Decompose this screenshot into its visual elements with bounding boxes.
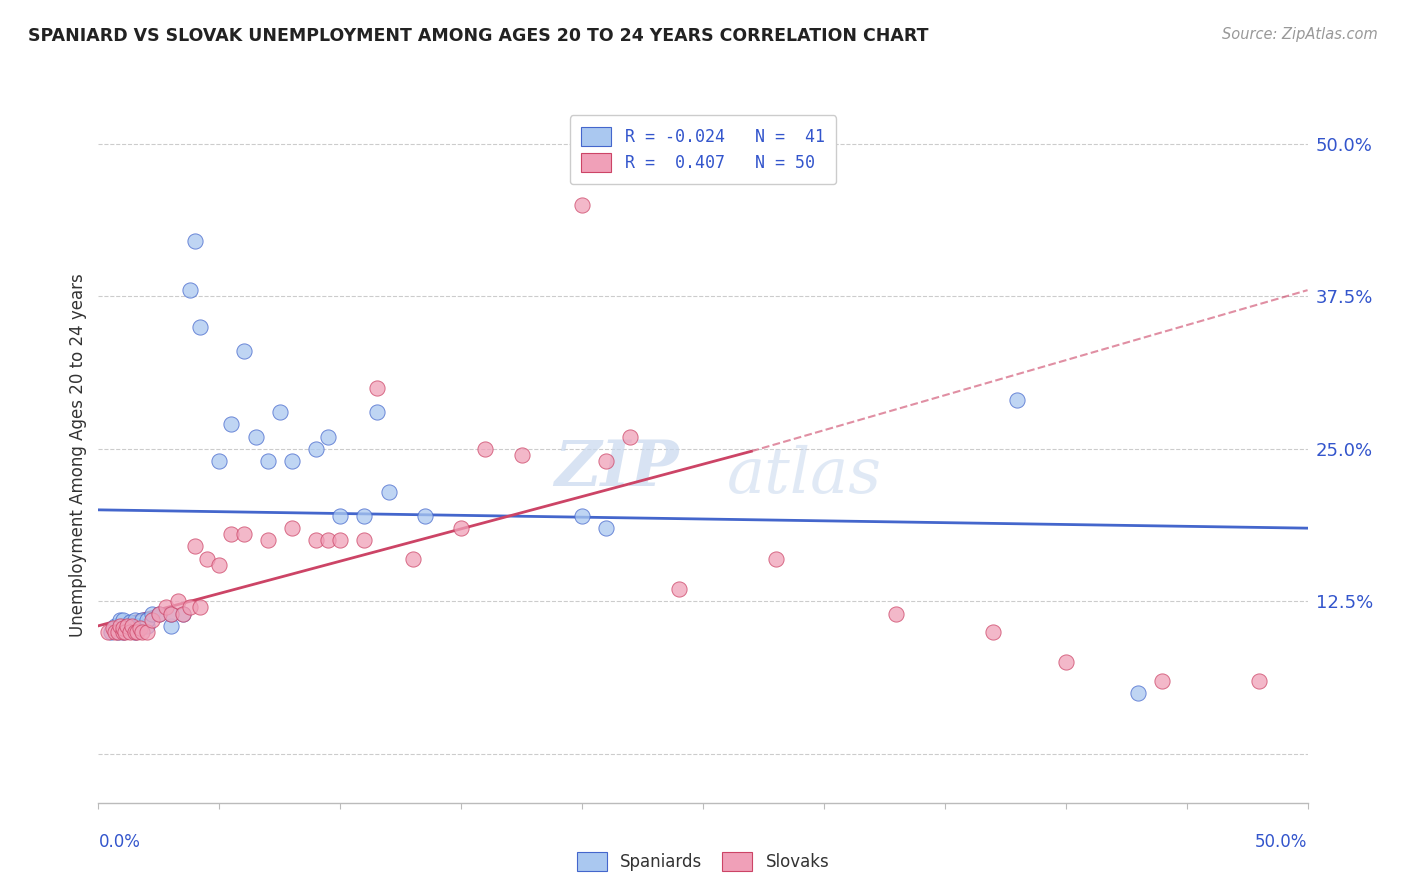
Point: [402, 551, 425, 566]
Point: [269, 405, 291, 419]
Text: ZIP: ZIP: [554, 438, 679, 500]
Point: [148, 607, 170, 621]
Point: [1249, 673, 1271, 688]
Point: [256, 454, 278, 468]
Point: [131, 624, 153, 639]
Point: [101, 621, 124, 635]
Point: [141, 613, 163, 627]
Point: [305, 533, 328, 548]
Point: [413, 508, 436, 523]
Point: [160, 607, 183, 621]
Point: [353, 508, 375, 523]
Point: [111, 624, 134, 639]
Point: [981, 624, 1004, 639]
Point: [111, 621, 134, 635]
Point: [114, 624, 136, 639]
Point: [117, 619, 139, 633]
Point: [128, 621, 150, 635]
Point: [117, 619, 139, 633]
Point: [131, 613, 153, 627]
Point: [121, 619, 143, 633]
Point: [124, 624, 146, 639]
Point: [179, 600, 201, 615]
Point: [571, 197, 593, 211]
Y-axis label: Unemployment Among Ages 20 to 24 years: Unemployment Among Ages 20 to 24 years: [69, 273, 87, 637]
Text: Source: ZipAtlas.com: Source: ZipAtlas.com: [1222, 27, 1378, 42]
Point: [135, 613, 157, 627]
Point: [668, 582, 690, 597]
Legend: Spaniards, Slovaks: Spaniards, Slovaks: [569, 846, 837, 878]
Point: [221, 417, 243, 432]
Point: [329, 533, 352, 548]
Point: [281, 454, 304, 468]
Point: [108, 619, 131, 633]
Point: [619, 429, 641, 443]
Point: [184, 540, 207, 554]
Point: [256, 533, 278, 548]
Point: [510, 448, 533, 462]
Point: [155, 600, 177, 615]
Text: 0.0%: 0.0%: [98, 833, 141, 851]
Point: [135, 624, 157, 639]
Point: [450, 521, 472, 535]
Point: [329, 508, 352, 523]
Point: [377, 484, 399, 499]
Point: [160, 607, 183, 621]
Point: [135, 619, 157, 633]
Point: [188, 319, 211, 334]
Point: [104, 624, 127, 639]
Point: [1007, 392, 1029, 407]
Point: [141, 607, 163, 621]
Point: [148, 607, 170, 621]
Point: [208, 558, 231, 572]
Point: [160, 619, 183, 633]
Point: [188, 600, 211, 615]
Point: [124, 624, 146, 639]
Point: [111, 624, 134, 639]
Point: [127, 624, 149, 639]
Point: [316, 429, 339, 443]
Point: [595, 521, 617, 535]
Point: [1152, 673, 1174, 688]
Point: [366, 381, 388, 395]
Text: 50.0%: 50.0%: [1256, 833, 1308, 851]
Point: [108, 613, 131, 627]
Point: [124, 613, 146, 627]
Point: [118, 615, 141, 629]
Point: [100, 624, 122, 639]
Point: [118, 624, 141, 639]
Point: [121, 621, 143, 635]
Point: [232, 527, 254, 541]
Point: [208, 454, 231, 468]
Point: [104, 619, 127, 633]
Point: [167, 594, 190, 608]
Point: [172, 607, 194, 621]
Point: [886, 607, 908, 621]
Point: [281, 521, 304, 535]
Point: [1128, 686, 1150, 700]
Point: [232, 344, 254, 359]
Point: [316, 533, 339, 548]
Point: [97, 624, 120, 639]
Text: SPANIARD VS SLOVAK UNEMPLOYMENT AMONG AGES 20 TO 24 YEARS CORRELATION CHART: SPANIARD VS SLOVAK UNEMPLOYMENT AMONG AG…: [28, 27, 928, 45]
Point: [184, 235, 207, 249]
Point: [195, 551, 218, 566]
Point: [305, 442, 328, 456]
Point: [107, 624, 129, 639]
Point: [127, 619, 149, 633]
Point: [353, 533, 375, 548]
Point: [595, 454, 617, 468]
Point: [571, 508, 593, 523]
Point: [221, 527, 243, 541]
Point: [107, 624, 129, 639]
Point: [765, 551, 787, 566]
Point: [245, 429, 267, 443]
Point: [474, 442, 496, 456]
Point: [366, 405, 388, 419]
Point: [111, 613, 134, 627]
Text: atlas: atlas: [727, 445, 882, 507]
Point: [179, 283, 201, 297]
Point: [172, 607, 194, 621]
Point: [1054, 656, 1077, 670]
